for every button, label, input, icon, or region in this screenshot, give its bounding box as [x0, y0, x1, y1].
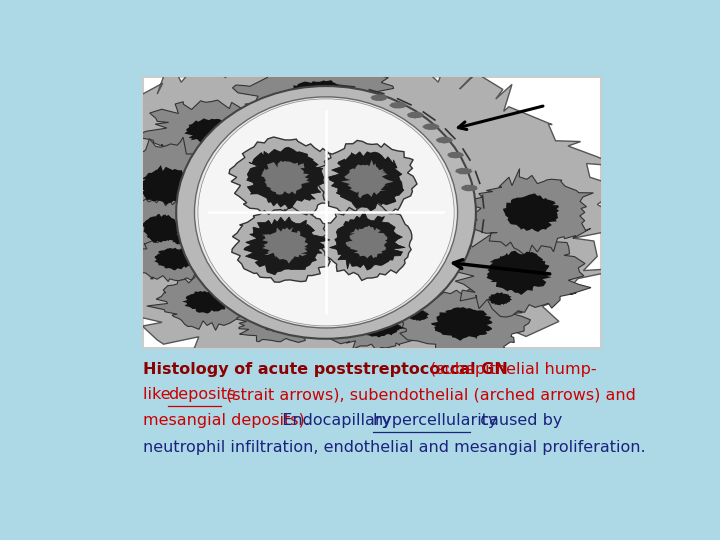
Text: hypercellularity: hypercellularity	[373, 413, 498, 428]
Text: Histology of acute poststreptococcal GN: Histology of acute poststreptococcal GN	[143, 362, 513, 377]
FancyBboxPatch shape	[143, 77, 600, 348]
Text: neutrophil infiltration, endothelial and mesangial proliferation.: neutrophil infiltration, endothelial and…	[143, 440, 646, 455]
Text: caused by: caused by	[470, 413, 562, 428]
Text: mesangial deposits).: mesangial deposits).	[143, 413, 310, 428]
Text: deposits: deposits	[168, 387, 235, 402]
Text: Endocapillary: Endocapillary	[272, 413, 402, 428]
Text: (strait arrows), subendothelial (arched arrows) and: (strait arrows), subendothelial (arched …	[220, 387, 636, 402]
Text: (subepithelial hump-: (subepithelial hump-	[430, 362, 597, 377]
Text: like: like	[143, 387, 176, 402]
